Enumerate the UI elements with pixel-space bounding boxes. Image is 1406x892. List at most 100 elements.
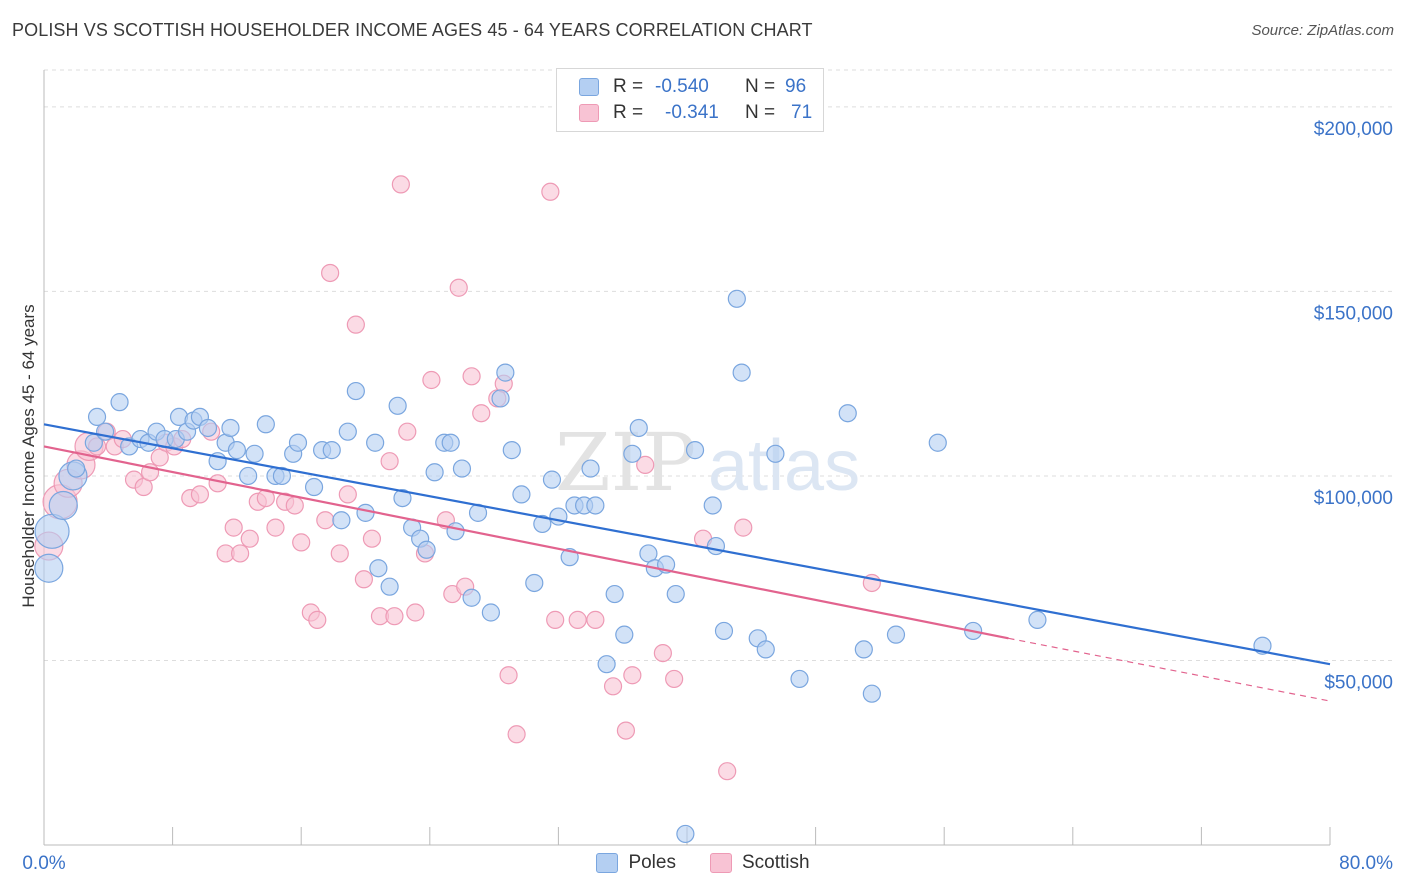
poles-point [369, 559, 388, 578]
scottish-point [568, 610, 587, 629]
scottish-point [406, 603, 425, 622]
poles-point [706, 536, 726, 556]
scottish-point [616, 721, 636, 740]
poles-point [581, 459, 600, 478]
poles-point [703, 496, 722, 515]
scottish-swatch [709, 853, 732, 873]
scottish-point [586, 610, 605, 629]
trendlines [43, 423, 1331, 702]
poles-point [198, 418, 218, 438]
poles-point [928, 433, 947, 452]
legend-item-scottish: Scottish [709, 852, 810, 874]
poles-point [110, 393, 129, 412]
legend-label-scottish: Scottish [741, 852, 810, 873]
legend-n-value: 96 [785, 76, 807, 97]
poles-point [512, 485, 531, 504]
legend-n-value: 71 [791, 102, 813, 123]
poles-point [346, 381, 365, 401]
poles-point [676, 824, 695, 844]
poles-point [227, 441, 246, 460]
scottish-point [231, 544, 250, 563]
poles-point [605, 584, 624, 604]
poles-point [790, 669, 809, 689]
poles-point [462, 588, 481, 607]
poles-point [256, 415, 275, 434]
poles-point [446, 522, 465, 541]
poles-trendline [43, 423, 1331, 666]
scottish-point [380, 452, 399, 471]
poles-point [288, 433, 308, 452]
poles-point [732, 363, 751, 382]
legend-n-label: N = [745, 102, 776, 123]
scottish-point [308, 610, 327, 629]
poles-point [417, 540, 436, 559]
scottish-point [321, 263, 340, 283]
legend-n-label: N = [745, 76, 776, 97]
legend-r-label: R = [613, 76, 644, 97]
poles-point [756, 640, 775, 659]
scottish-point [422, 370, 441, 390]
x-tick-label: 0.0% [22, 853, 65, 874]
scottish-point [292, 533, 311, 552]
poles-point [322, 441, 341, 460]
scottish-point [285, 496, 304, 515]
scottish-point [398, 422, 417, 441]
scottish-point [224, 518, 243, 537]
scottish-point [653, 643, 672, 663]
legend-r-value: -0.540 [655, 76, 709, 97]
poles-point [245, 444, 264, 463]
scottish-point [665, 669, 684, 689]
poles-point [586, 496, 605, 515]
poles-point [221, 418, 240, 438]
poles-point [48, 490, 78, 521]
scottish-point [391, 175, 410, 194]
poles-swatch [596, 853, 619, 873]
poles-point [338, 422, 357, 441]
scottish-point [734, 518, 753, 537]
poles-point [304, 477, 324, 497]
y-tick-label: $150,000 [1314, 303, 1393, 324]
poles-point [366, 433, 385, 452]
poles-point [862, 684, 881, 703]
poles-point [597, 655, 616, 674]
scottish-point [362, 529, 382, 548]
chart-title: POLISH VS SCOTTISH HOUSEHOLDER INCOME AG… [12, 20, 813, 40]
scottish-point [636, 455, 655, 474]
watermark-atlas: atlas [708, 426, 860, 506]
poles-point [491, 389, 510, 408]
scottish-point [462, 367, 481, 386]
scottish-point [546, 610, 565, 629]
y-tick-label: $100,000 [1314, 488, 1393, 509]
gridlines [44, 69, 1395, 661]
poles-point [685, 441, 705, 460]
poles-point [533, 514, 552, 534]
poles-point [441, 433, 460, 452]
poles-point [452, 459, 472, 478]
scottish-point [240, 529, 259, 548]
scottish-point [499, 666, 518, 685]
scottish-point [385, 607, 404, 626]
scottish-point [354, 570, 373, 589]
x-tick-label: 80.0% [1339, 853, 1393, 874]
scottish-point [316, 511, 335, 530]
scottish-point [346, 315, 365, 334]
poles-point [525, 573, 544, 593]
correlation-legend: R = -0.540 N = 96 R = -0.341 N = 71 [556, 68, 824, 132]
series-legend: Poles Scottish [0, 852, 1406, 874]
poles-point [623, 444, 642, 463]
y-tick-label: $50,000 [1324, 672, 1393, 693]
legend-r-value: -0.341 [665, 102, 719, 123]
y-axis-label: Householder Income Ages 45 - 64 years [19, 304, 38, 607]
tick-labels: $50,000 $100,000 $150,000 $200,000 0.0% 80.0% [22, 119, 1393, 874]
poles-point [854, 640, 873, 659]
legend-label-poles: Poles [628, 852, 676, 873]
poles-point [502, 441, 521, 460]
poles-point [332, 511, 351, 530]
scottish-point [623, 666, 642, 685]
watermark-zip: ZIP [555, 416, 696, 509]
poles-point [549, 507, 568, 526]
watermark: ZIP atlas [555, 416, 860, 509]
scottish-point [472, 404, 491, 423]
scottish-point [190, 485, 210, 504]
